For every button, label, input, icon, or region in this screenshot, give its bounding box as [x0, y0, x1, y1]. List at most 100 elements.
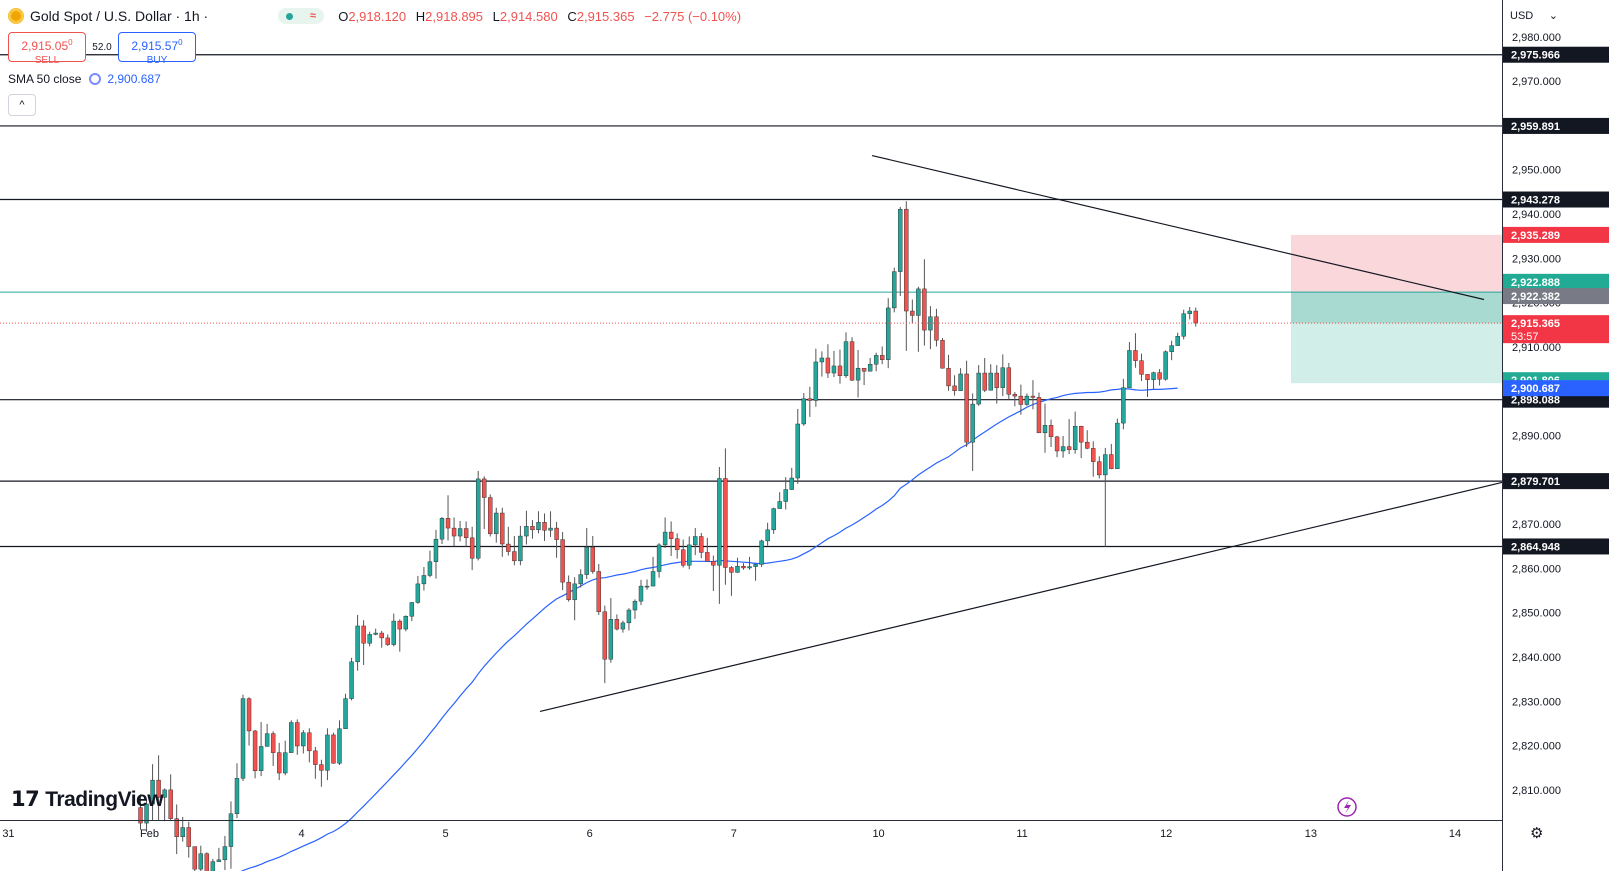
candle[interactable]	[644, 579, 650, 590]
candle[interactable]	[216, 847, 222, 863]
candle[interactable]	[970, 393, 975, 471]
candle[interactable]	[584, 528, 589, 580]
candle[interactable]	[1163, 350, 1168, 381]
candle[interactable]	[482, 476, 487, 529]
candle[interactable]	[150, 764, 155, 821]
candle[interactable]	[928, 306, 933, 350]
candle[interactable]	[801, 392, 806, 426]
candle[interactable]	[892, 267, 897, 313]
candle[interactable]	[1078, 425, 1084, 459]
symbol-title[interactable]: Gold Spot / U.S. Dollar · 1h ·	[30, 8, 209, 24]
candle[interactable]	[1151, 371, 1156, 389]
candle[interactable]	[886, 298, 891, 369]
candle[interactable]	[1187, 307, 1192, 320]
candle[interactable]	[234, 763, 240, 819]
candle[interactable]	[1006, 362, 1012, 400]
collapse-legend-button[interactable]: ^	[8, 94, 36, 116]
candle[interactable]	[825, 344, 831, 378]
candle[interactable]	[500, 507, 505, 557]
candle[interactable]	[361, 620, 366, 665]
candle[interactable]	[283, 740, 288, 776]
candle[interactable]	[916, 286, 921, 352]
candle[interactable]	[367, 631, 372, 647]
candle[interactable]	[222, 835, 228, 871]
candle[interactable]	[681, 539, 686, 568]
candle[interactable]	[301, 730, 306, 754]
candle[interactable]	[463, 521, 469, 547]
candle[interactable]	[246, 697, 252, 746]
candle[interactable]	[831, 350, 837, 378]
candle[interactable]	[765, 522, 770, 546]
candle[interactable]	[1145, 374, 1150, 397]
candle[interactable]	[566, 575, 571, 602]
candle[interactable]	[813, 348, 819, 407]
candle[interactable]	[289, 720, 294, 753]
candle[interactable]	[343, 693, 348, 729]
candle[interactable]	[1127, 342, 1132, 388]
candle[interactable]	[385, 634, 390, 646]
candle[interactable]	[1085, 430, 1090, 450]
candle[interactable]	[988, 364, 993, 391]
candle[interactable]	[451, 517, 457, 547]
candle[interactable]	[783, 477, 788, 510]
candle[interactable]	[1097, 456, 1102, 479]
candle[interactable]	[952, 375, 957, 396]
candle[interactable]	[156, 755, 161, 821]
candle[interactable]	[982, 357, 987, 393]
candle[interactable]	[1072, 411, 1078, 454]
candle[interactable]	[168, 774, 173, 821]
candle[interactable]	[1139, 353, 1144, 382]
candle[interactable]	[723, 448, 728, 585]
candle[interactable]	[270, 731, 276, 766]
time-axis[interactable]: 31 Feb 4 5 6 7 10 11 12 13 14	[0, 820, 1502, 841]
candle[interactable]	[777, 492, 782, 509]
candle[interactable]	[349, 657, 354, 701]
candle[interactable]	[837, 349, 843, 384]
candle[interactable]	[192, 846, 197, 871]
candle[interactable]	[1000, 354, 1005, 397]
candle[interactable]	[602, 605, 608, 684]
candle[interactable]	[711, 555, 716, 591]
candle[interactable]	[174, 804, 179, 855]
candle[interactable]	[620, 620, 626, 633]
candle[interactable]	[252, 730, 258, 779]
candle[interactable]	[337, 720, 342, 766]
candle[interactable]	[873, 352, 879, 372]
sma-legend[interactable]: SMA 50 close 2,900.687	[8, 72, 161, 86]
candle[interactable]	[1109, 443, 1114, 470]
candle[interactable]	[668, 521, 674, 556]
candle[interactable]	[717, 466, 722, 604]
candle[interactable]	[1012, 392, 1018, 407]
candle[interactable]	[180, 816, 185, 842]
candle[interactable]	[638, 579, 644, 606]
candle[interactable]	[512, 536, 517, 566]
candle[interactable]	[536, 511, 541, 534]
candle[interactable]	[331, 732, 336, 764]
candle[interactable]	[276, 742, 282, 781]
candle[interactable]	[687, 536, 692, 570]
candle[interactable]	[210, 858, 216, 871]
candle[interactable]	[355, 614, 360, 671]
stop-loss-zone[interactable]	[1291, 234, 1502, 293]
candle[interactable]	[964, 360, 969, 448]
flash-icon[interactable]	[1337, 797, 1357, 817]
candle[interactable]	[771, 507, 776, 534]
candle[interactable]	[674, 533, 680, 559]
candle[interactable]	[186, 821, 191, 858]
candle[interactable]	[307, 728, 312, 763]
candle[interactable]	[861, 367, 867, 386]
candle[interactable]	[542, 513, 547, 541]
candle[interactable]	[1054, 435, 1060, 458]
candle[interactable]	[530, 520, 535, 539]
candle[interactable]	[264, 723, 270, 747]
candle[interactable]	[946, 354, 951, 391]
candle[interactable]	[313, 746, 318, 779]
candle[interactable]	[379, 630, 384, 648]
candle[interactable]	[976, 365, 981, 406]
candle[interactable]	[753, 562, 758, 581]
candle[interactable]	[590, 536, 595, 574]
candle[interactable]	[204, 852, 210, 871]
candle[interactable]	[662, 517, 668, 549]
candle[interactable]	[403, 615, 409, 632]
candle[interactable]	[228, 801, 234, 869]
